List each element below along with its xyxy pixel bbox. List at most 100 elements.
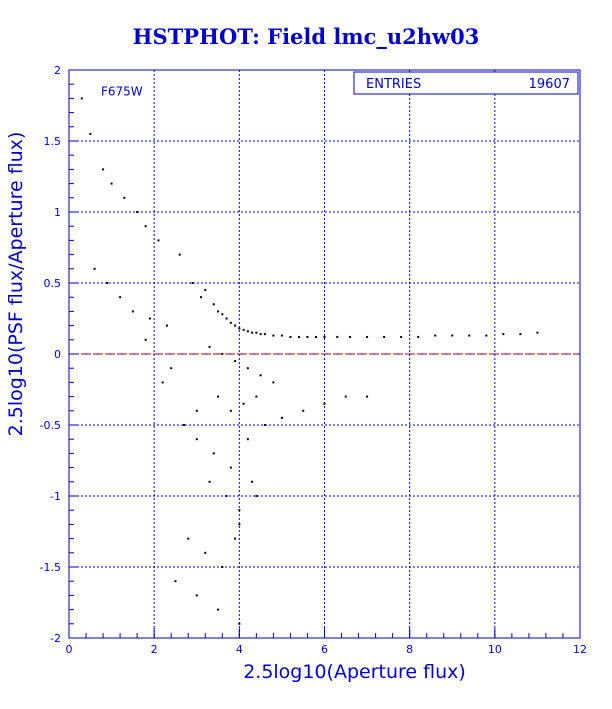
data-point bbox=[366, 395, 369, 398]
data-point bbox=[165, 324, 168, 327]
data-point bbox=[234, 537, 237, 540]
y-tick-label: 2 bbox=[54, 64, 61, 77]
data-point bbox=[272, 334, 275, 337]
axis-ticks: 0 2 4 6 8 10 12 -2 -1.5 -1 -0.5 0 0.5 1 1.5 2 bbox=[40, 64, 587, 656]
data-point bbox=[297, 335, 300, 338]
data-point bbox=[208, 480, 211, 483]
y-tick-label: -2 bbox=[50, 632, 61, 645]
data-point bbox=[246, 330, 249, 333]
data-point bbox=[217, 310, 220, 313]
data-point bbox=[314, 335, 317, 338]
data-point bbox=[242, 328, 245, 331]
data-point bbox=[144, 338, 147, 341]
data-point bbox=[519, 333, 522, 336]
data-point bbox=[246, 367, 249, 370]
data-point bbox=[178, 253, 181, 256]
data-point bbox=[238, 523, 241, 526]
x-tick-label: 8 bbox=[406, 643, 413, 656]
data-point bbox=[195, 594, 198, 597]
data-point bbox=[349, 335, 352, 338]
data-point bbox=[187, 537, 190, 540]
data-point bbox=[157, 239, 160, 242]
data-point bbox=[280, 416, 283, 419]
data-point bbox=[212, 303, 215, 306]
data-point bbox=[238, 509, 241, 512]
page-title: HSTPHOT: Field lmc_u2hw03 bbox=[132, 24, 480, 49]
data-point bbox=[280, 334, 283, 337]
data-point bbox=[225, 495, 228, 497]
data-point bbox=[221, 313, 224, 316]
x-axis-label: 2.5log10(Aperture flux) bbox=[243, 661, 466, 683]
data-point bbox=[255, 395, 258, 398]
data-point bbox=[251, 331, 254, 334]
x-tick-label: 6 bbox=[321, 643, 328, 656]
data-point bbox=[221, 566, 224, 568]
data-point bbox=[229, 466, 232, 469]
data-point bbox=[259, 333, 262, 336]
data-point bbox=[323, 335, 326, 338]
data-point bbox=[195, 438, 198, 441]
data-point bbox=[234, 324, 237, 327]
data-point bbox=[195, 409, 198, 412]
data-point bbox=[161, 381, 164, 384]
data-point bbox=[323, 402, 326, 405]
data-point bbox=[255, 495, 258, 497]
data-point bbox=[344, 395, 347, 398]
data-point bbox=[212, 452, 215, 455]
x-tick-label: 12 bbox=[573, 643, 587, 656]
data-point bbox=[148, 317, 151, 320]
data-point bbox=[238, 622, 241, 625]
data-point bbox=[536, 331, 539, 334]
y-tick-label: 1 bbox=[54, 206, 61, 219]
data-point bbox=[204, 551, 207, 554]
data-point bbox=[366, 335, 369, 338]
data-point bbox=[89, 132, 92, 135]
data-point bbox=[234, 360, 237, 363]
x-tick-label: 10 bbox=[488, 643, 502, 656]
data-points bbox=[80, 97, 539, 625]
data-point bbox=[217, 395, 220, 398]
y-tick-label: 1.5 bbox=[44, 135, 62, 148]
data-point bbox=[204, 289, 207, 292]
x-tick-label: 0 bbox=[66, 643, 73, 656]
data-point bbox=[434, 334, 437, 337]
y-tick-label: 0 bbox=[54, 348, 61, 361]
y-axis-label: 2.5log10(PSF flux/Aperture flux) bbox=[5, 132, 27, 437]
data-point bbox=[208, 345, 211, 348]
data-point bbox=[217, 608, 220, 611]
data-point bbox=[182, 424, 185, 426]
data-point bbox=[302, 409, 305, 412]
data-point bbox=[400, 335, 403, 338]
data-point bbox=[225, 317, 228, 320]
y-tick-label: 0.5 bbox=[44, 277, 62, 290]
data-point bbox=[289, 335, 292, 338]
data-point bbox=[468, 334, 471, 337]
data-point bbox=[383, 335, 386, 338]
data-point bbox=[306, 335, 309, 338]
data-point bbox=[229, 321, 232, 324]
x-tick-label: 4 bbox=[236, 643, 243, 656]
stats-box-frame bbox=[353, 71, 579, 95]
stats-entries-value: 19607 bbox=[529, 77, 570, 92]
data-point bbox=[263, 424, 266, 426]
data-point bbox=[80, 97, 83, 100]
y-tick-label: -1.5 bbox=[40, 561, 61, 574]
data-point bbox=[136, 211, 139, 213]
data-point bbox=[229, 409, 232, 412]
data-point bbox=[93, 267, 96, 270]
data-point bbox=[485, 334, 488, 337]
data-point bbox=[174, 580, 177, 583]
data-point bbox=[272, 381, 275, 384]
data-point bbox=[170, 367, 173, 370]
data-point bbox=[336, 335, 339, 338]
data-point bbox=[106, 282, 109, 284]
data-point bbox=[263, 333, 266, 336]
y-tick-label: -0.5 bbox=[40, 419, 61, 432]
stats-box: ENTRIES 19607 bbox=[353, 71, 579, 95]
data-point bbox=[451, 334, 454, 337]
y-tick-label: -1 bbox=[50, 490, 61, 503]
data-point bbox=[110, 182, 113, 185]
data-point bbox=[238, 327, 241, 330]
data-point bbox=[200, 296, 203, 299]
